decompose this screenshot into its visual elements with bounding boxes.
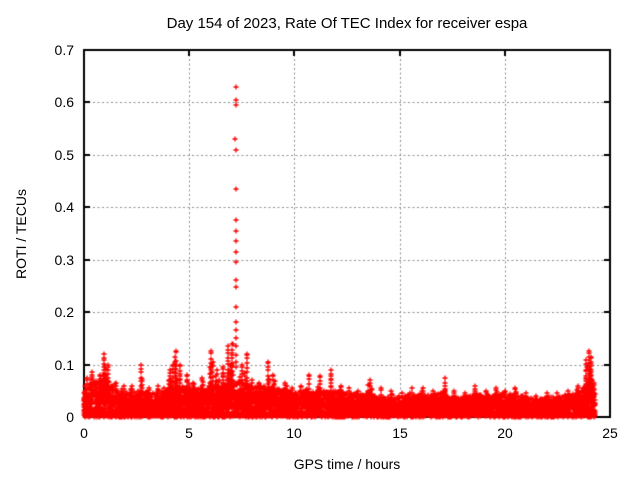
x-axis-title: GPS time / hours [293, 456, 401, 472]
y-tick-label: 0.4 [54, 199, 74, 215]
y-tick-label: 0.1 [54, 357, 74, 373]
chart-title: Day 154 of 2023, Rate Of TEC Index for r… [166, 15, 528, 32]
x-tick-label: 20 [497, 425, 513, 441]
x-tick-label: 0 [80, 425, 88, 441]
y-tick-label: 0 [66, 409, 74, 425]
x-tick-label: 5 [185, 425, 193, 441]
x-tick-label: 25 [602, 425, 618, 441]
y-tick-label: 0.3 [54, 252, 74, 268]
y-tick-label: 0.2 [54, 304, 74, 320]
y-tick-label: 0.7 [54, 42, 74, 58]
x-tick-label: 15 [392, 425, 408, 441]
x-tick-label: 10 [286, 425, 302, 441]
y-tick-label: 0.5 [54, 147, 74, 163]
y-tick-label: 0.6 [54, 94, 74, 110]
